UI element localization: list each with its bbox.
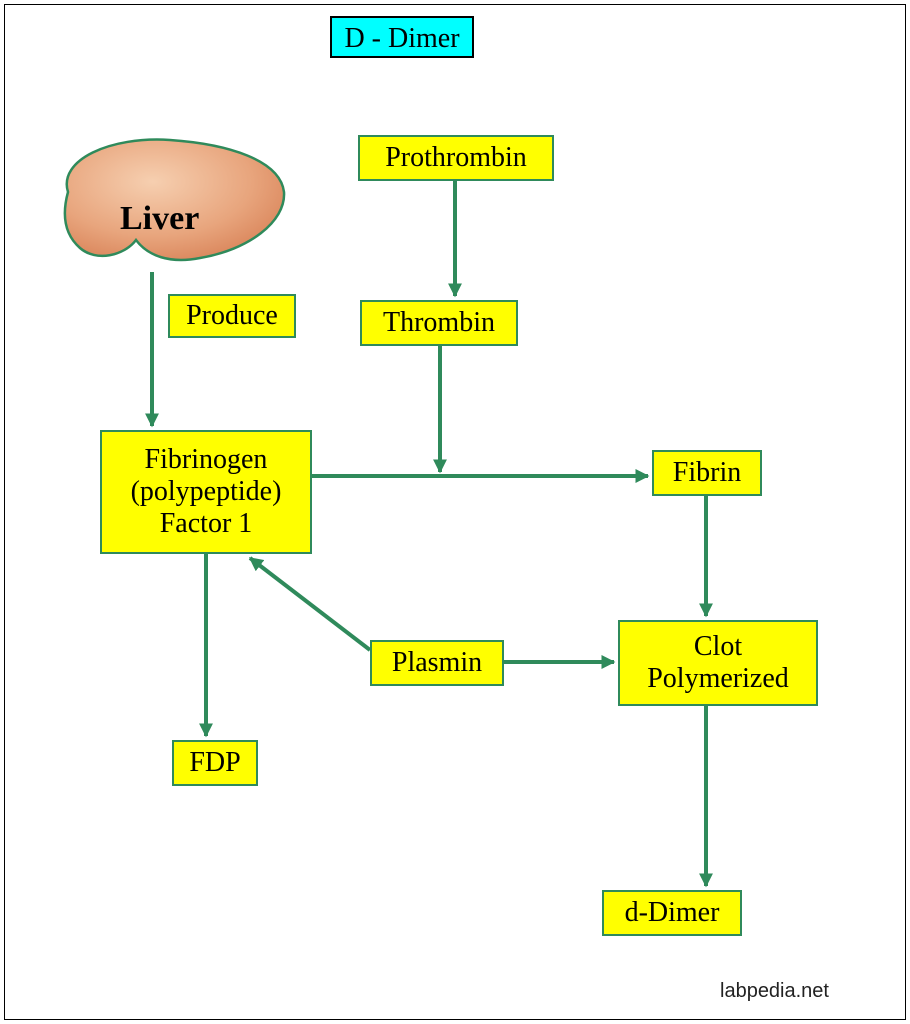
node-clot-polymerized: Clot Polymerized xyxy=(618,620,818,706)
node-label-line: Fibrinogen xyxy=(145,444,268,476)
node-fibrinogen: Fibrinogen (polypeptide) Factor 1 xyxy=(100,430,312,554)
node-fdp: FDP xyxy=(172,740,258,786)
diagram-title: D - Dimer xyxy=(330,16,474,58)
node-plasmin: Plasmin xyxy=(370,640,504,686)
liver-label: Liver xyxy=(120,200,199,238)
node-thrombin: Thrombin xyxy=(360,300,518,346)
node-label-line: Factor 1 xyxy=(160,508,253,540)
node-d-dimer: d-Dimer xyxy=(602,890,742,936)
node-label-line: Polymerized xyxy=(647,663,789,695)
node-label: d-Dimer xyxy=(625,897,720,929)
node-label: Plasmin xyxy=(392,647,482,679)
node-label: Produce xyxy=(186,300,278,332)
node-label: Thrombin xyxy=(383,307,495,339)
node-prothrombin: Prothrombin xyxy=(358,135,554,181)
node-label: Prothrombin xyxy=(385,142,527,174)
node-label-line: (polypeptide) xyxy=(131,476,282,508)
title-text: D - Dimer xyxy=(344,23,459,54)
node-fibrin: Fibrin xyxy=(652,450,762,496)
watermark-text: labpedia.net xyxy=(720,980,829,1002)
node-label: FDP xyxy=(189,747,240,779)
liver-label-text: Liver xyxy=(120,200,199,237)
watermark: labpedia.net xyxy=(720,980,829,1003)
node-label: Fibrin xyxy=(673,457,741,489)
node-label-line: Clot xyxy=(694,631,742,663)
node-produce: Produce xyxy=(168,294,296,338)
